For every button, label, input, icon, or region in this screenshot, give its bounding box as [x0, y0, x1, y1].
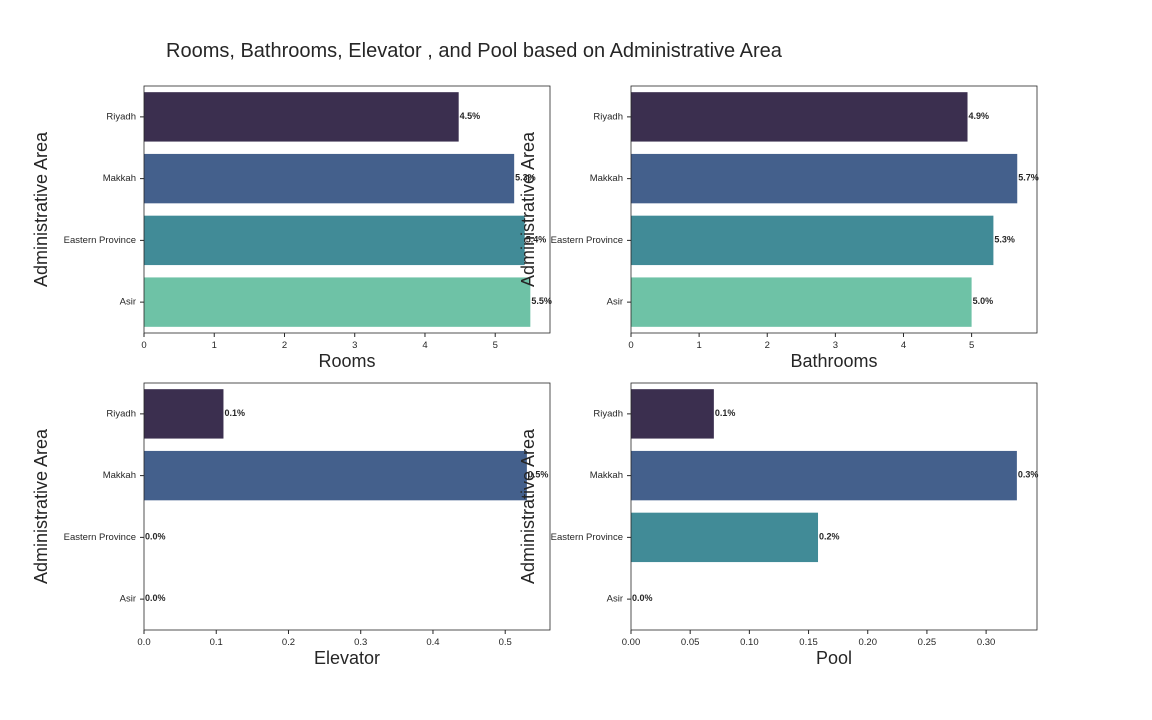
- y-tick-label: Asir: [607, 594, 623, 605]
- y-axis-label: Administrative Area: [31, 131, 51, 287]
- y-tick-label: Eastern Province: [551, 532, 623, 543]
- bar-4: [631, 277, 972, 327]
- x-tick-label: 1: [696, 340, 701, 351]
- y-tick-label: Asir: [120, 594, 136, 605]
- data-label: 4.9%: [969, 111, 990, 121]
- y-tick-label: Makkah: [590, 470, 623, 481]
- x-tick-label: 0.15: [799, 637, 818, 648]
- axes-frame: [143, 85, 551, 334]
- x-tick-label: 0.5: [499, 637, 512, 648]
- axes-frame: [630, 85, 1038, 334]
- y-tick-label: Makkah: [103, 173, 136, 184]
- x-tick-label: 3: [352, 340, 357, 351]
- bar-1: [631, 389, 714, 439]
- bar-2: [144, 153, 515, 204]
- x-tick-label: 0.1: [210, 637, 223, 648]
- x-tick-label: 0.0: [137, 637, 150, 648]
- x-tick-label: 0.4: [426, 637, 439, 648]
- chart-panel-3: 0.1% Riyadh 0.5% Makkah 0.0% Eastern Province…: [31, 382, 551, 668]
- bar-2: [631, 450, 1017, 501]
- x-axis-label: Pool: [816, 648, 852, 668]
- data-label: 0.1%: [224, 408, 245, 418]
- axes-frame: [630, 382, 1038, 631]
- x-axis-label: Bathrooms: [790, 351, 877, 371]
- bar-2: [144, 450, 527, 501]
- bar-3: [631, 512, 819, 563]
- x-tick-label: 0.20: [858, 637, 877, 648]
- bar-4: [144, 277, 531, 327]
- x-tick-label: 0.25: [918, 637, 937, 648]
- bar-2: [631, 153, 1018, 204]
- x-axis-label: Elevator: [314, 648, 380, 668]
- data-label: 4.5%: [460, 111, 481, 121]
- x-tick-label: 4: [422, 340, 427, 351]
- x-tick-label: 3: [833, 340, 838, 351]
- x-axis-label: Rooms: [318, 351, 375, 371]
- x-tick-label: 0.00: [622, 637, 641, 648]
- bar-1: [631, 92, 968, 142]
- x-tick-label: 1: [212, 340, 217, 351]
- data-label: 5.3%: [515, 173, 536, 183]
- y-tick-label: Riyadh: [593, 111, 623, 122]
- data-label: 0.0%: [632, 593, 653, 603]
- x-tick-label: 2: [765, 340, 770, 351]
- x-tick-label: 0.10: [740, 637, 759, 648]
- y-axis-label: Administrative Area: [31, 428, 51, 584]
- bar-3: [144, 215, 525, 266]
- data-label: 5.0%: [973, 296, 994, 306]
- x-tick-label: 0.2: [282, 637, 295, 648]
- y-axis-label: Administrative Area: [518, 131, 538, 287]
- axes-frame: [143, 382, 551, 631]
- x-tick-label: 4: [901, 340, 906, 351]
- x-tick-label: 5: [969, 340, 974, 351]
- x-tick-label: 0.30: [977, 637, 996, 648]
- bar-3: [631, 215, 994, 266]
- x-tick-label: 0: [628, 340, 633, 351]
- data-label: 5.5%: [531, 296, 552, 306]
- data-label: 0.3%: [1018, 470, 1039, 480]
- x-tick-label: 0: [141, 340, 146, 351]
- data-label: 0.1%: [715, 408, 736, 418]
- x-tick-label: 2: [282, 340, 287, 351]
- data-label: 0.0%: [145, 593, 166, 603]
- data-label: 5.7%: [1018, 173, 1039, 183]
- data-label: 5.3%: [994, 234, 1015, 244]
- y-tick-label: Makkah: [590, 173, 623, 184]
- y-tick-label: Riyadh: [106, 408, 136, 419]
- y-tick-label: Makkah: [103, 470, 136, 481]
- y-tick-label: Eastern Province: [64, 532, 136, 543]
- y-tick-label: Asir: [607, 297, 623, 308]
- figure-title: Rooms, Bathrooms, Elevator , and Pool ba…: [166, 40, 782, 62]
- y-tick-label: Eastern Province: [551, 235, 623, 246]
- bar-1: [144, 389, 224, 439]
- y-tick-label: Riyadh: [106, 111, 136, 122]
- data-label: 5.4%: [526, 234, 547, 244]
- y-tick-label: Asir: [120, 297, 136, 308]
- y-axis-label: Administrative Area: [518, 428, 538, 584]
- data-label: 0.5%: [528, 470, 549, 480]
- y-tick-label: Eastern Province: [64, 235, 136, 246]
- x-tick-label: 0.05: [681, 637, 700, 648]
- chart-panel-1: 4.5% Riyadh 5.3% Makkah 5.4% Eastern Province…: [31, 85, 552, 371]
- chart-panel-4: 0.1% Riyadh 0.3% Makkah 0.2% Eastern Province…: [518, 382, 1039, 668]
- y-tick-label: Riyadh: [593, 408, 623, 419]
- data-label: 0.2%: [819, 531, 840, 541]
- chart-panel-2: 4.9% Riyadh 5.7% Makkah 5.3% Eastern Province…: [518, 85, 1039, 371]
- x-tick-label: 0.3: [354, 637, 367, 648]
- bar-1: [144, 92, 459, 142]
- data-label: 0.0%: [145, 531, 166, 541]
- x-tick-label: 5: [493, 340, 498, 351]
